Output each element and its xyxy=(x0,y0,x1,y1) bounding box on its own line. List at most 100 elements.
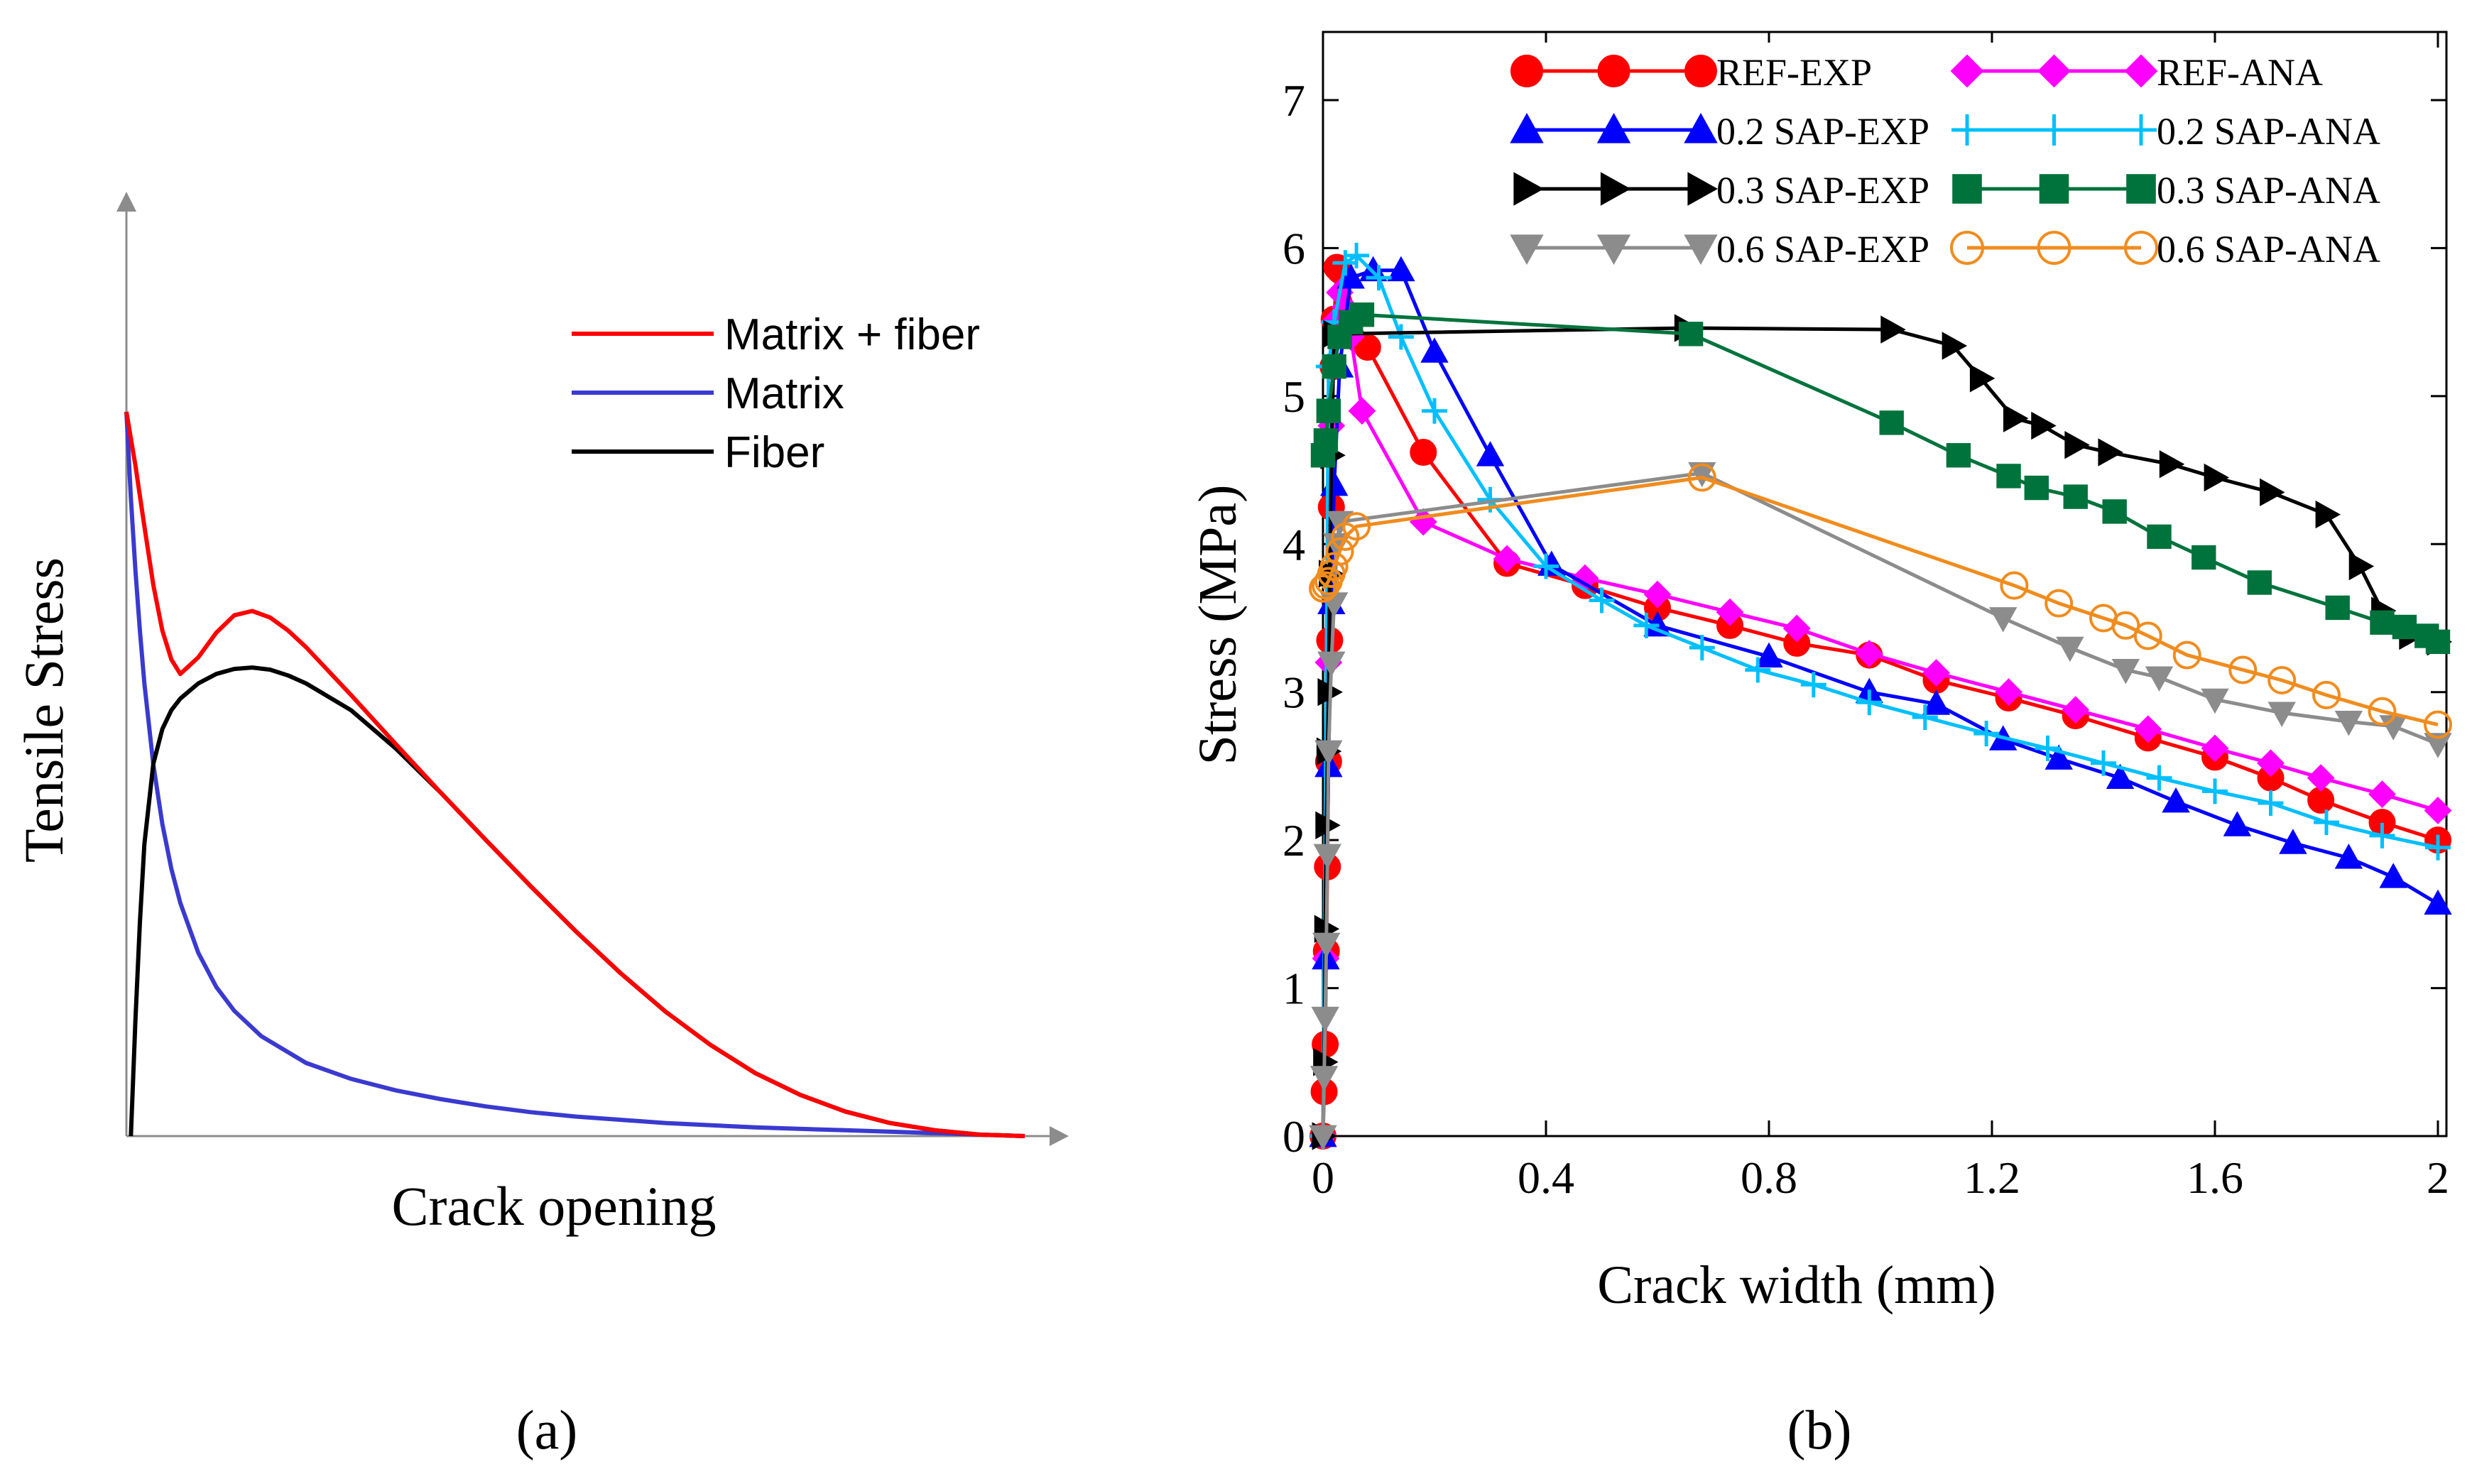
panel-b-point-ref-ana xyxy=(2257,749,2285,778)
panel-b-legend-entry-ref-ana: REF-ANA xyxy=(1950,51,2323,94)
panel-b-point-0-2-sap-ana xyxy=(2146,765,2172,791)
panel-b-point-ref-ana xyxy=(2368,780,2396,808)
panel-b-x-tick-label: 0.4 xyxy=(1518,1152,1574,1203)
panel-b-point-0-2-sap-ana xyxy=(1388,324,1414,350)
panel-a-line-matrix xyxy=(124,411,1025,1138)
panel-a-line-fiber xyxy=(129,665,1025,1138)
panel-b-y-tick-label: 0 xyxy=(1283,1111,1305,1162)
panel-a-legend-label-fiber: Fiber xyxy=(724,428,824,477)
panel-b-legend-marker-0-2-sap-exp xyxy=(1596,112,1631,143)
panel-b-legend-marker-0-3-sap-ana xyxy=(2126,174,2156,204)
panel-b-legend-entry-0-2-sap-exp: 0.2 SAP-EXP xyxy=(1510,110,1929,153)
panel-b-series-0-2-sap-ana xyxy=(1310,242,2451,1149)
panel-b-point-0-3-sap-ana xyxy=(1316,398,1341,423)
panel-b-point-0-3-sap-exp xyxy=(1942,332,1968,360)
panel-a-y-axis-label: Tensile Stress xyxy=(13,557,75,863)
panel-b-point-0-6-sap-ana xyxy=(1325,537,1354,566)
panel-b-point-0-3-sap-ana xyxy=(2325,595,2350,621)
panel-b-legend-marker-ref-exp xyxy=(1597,55,1630,87)
panel-b-x-tick-label: 0 xyxy=(1312,1152,1334,1203)
panel-b-point-0-2-sap-exp xyxy=(2379,863,2407,888)
panel-b-point-0-6-sap-ana xyxy=(2000,571,2029,600)
panel-b-point-0-2-sap-exp xyxy=(1476,441,1505,467)
panel-b-point-0-2-sap-ana xyxy=(2258,790,2284,817)
panel-b-y-tick-label: 6 xyxy=(1283,223,1305,273)
panel-b-legend-entry-0-6-sap-exp: 0.6 SAP-EXP xyxy=(1510,228,1929,271)
panel-b-legend: REF-EXP REF-ANA 0.2 SAP-EXP 0.2 SAP-ANA 0.3 … xyxy=(1491,43,2422,271)
panel-b-point-0-3-sap-ana xyxy=(1349,302,1375,327)
panel-a-x-arrowhead xyxy=(1050,1126,1069,1146)
panel-b-point-0-3-sap-ana xyxy=(1946,443,1971,468)
panel-b-legend-label-0-6-sap-ana: 0.6 SAP-ANA xyxy=(2157,228,2380,271)
panel-b-point-ref-ana xyxy=(1493,545,1521,573)
panel-b-legend-entry-0-6-sap-ana: 0.6 SAP-ANA xyxy=(1950,228,2380,271)
panel-b-legend-label-0-3-sap-exp: 0.3 SAP-EXP xyxy=(1716,169,1929,212)
panel-b-point-0-2-sap-ana xyxy=(2425,834,2451,861)
panel-b-point-0-2-sap-exp xyxy=(1755,642,1783,668)
panel-b-point-ref-exp xyxy=(1410,439,1437,467)
panel-b-point-0-2-sap-ana xyxy=(1533,553,1559,579)
panel-b-point-0-3-sap-ana xyxy=(2102,499,2127,524)
panel-b-point-0-6-sap-exp xyxy=(1309,1125,1337,1151)
panel-b-point-0-3-sap-ana xyxy=(2425,629,2451,655)
panel-b-y-tick-label: 4 xyxy=(1283,519,1305,569)
panel-b-point-0-3-sap-exp xyxy=(2098,438,2123,467)
panel-b-point-ref-ana xyxy=(1716,598,1744,626)
panel-b-legend-entry-ref-exp: REF-EXP xyxy=(1510,51,1872,94)
panel-b-y-axis-label: Stress (MPa) xyxy=(1188,485,1248,765)
panel-b-legend-marker-0-2-sap-ana xyxy=(2125,114,2157,146)
panel-b-legend-marker-0-3-sap-ana xyxy=(2039,174,2069,204)
panel-b-point-0-6-sap-exp xyxy=(1314,740,1343,766)
panel-b-legend-marker-0-6-sap-exp xyxy=(1684,234,1718,266)
panel-b-point-0-2-sap-exp xyxy=(1320,470,1349,496)
panel-b-point-0-2-sap-exp xyxy=(2044,744,2073,770)
panel-b-point-0-2-sap-ana xyxy=(1589,587,1615,613)
panel-b-legend-marker-ref-ana xyxy=(2037,54,2071,88)
panel-b-point-0-6-sap-exp xyxy=(2424,733,2452,758)
panel-b-point-0-6-sap-ana xyxy=(2044,589,2074,618)
panel-b-point-0-6-sap-ana xyxy=(2368,697,2397,726)
panel-b-y-tick-label: 5 xyxy=(1283,371,1305,422)
panel-b-point-0-3-sap-ana xyxy=(2063,484,2088,509)
panel-b-legend-background xyxy=(1491,43,2422,266)
panel-b-legend-marker-0-3-sap-exp xyxy=(1687,172,1719,206)
panel-a-x-axis-label: Crack opening xyxy=(391,1175,716,1237)
panel-b-legend-marker-0-3-sap-exp xyxy=(1513,172,1545,206)
panel-b-legend-label-0-2-sap-ana: 0.2 SAP-ANA xyxy=(2157,110,2380,153)
panel-b-legend-marker-0-2-sap-ana xyxy=(2038,114,2070,146)
panel-b-legend-marker-ref-ana xyxy=(2124,54,2158,88)
panel-b-point-ref-ana xyxy=(2424,797,2452,824)
panel-b-line-0-3-sap-ana xyxy=(1321,312,2439,644)
panel-b-line-0-6-sap-ana xyxy=(1322,476,2439,727)
panel-b-point-0-6-sap-exp xyxy=(1313,844,1341,870)
panel-b-y-tick-label: 2 xyxy=(1283,815,1305,866)
panel-b-legend-marker-0-6-sap-ana xyxy=(2124,231,2158,265)
panel-b-series-0-3-sap-ana xyxy=(1310,302,2451,655)
panel-b-point-0-3-sap-ana xyxy=(1996,464,2021,489)
panel-b-label: (b) xyxy=(1787,1399,1852,1461)
panel-a-y-arrowhead xyxy=(116,192,136,212)
panel-b-legend-marker-0-3-sap-exp xyxy=(1600,172,1631,206)
panel-b-point-0-2-sap-exp xyxy=(1387,256,1415,282)
panel-b-point-0-2-sap-ana xyxy=(2202,778,2228,804)
panel-b-point-0-6-sap-ana xyxy=(2133,621,2162,650)
panel-b-point-0-6-sap-exp xyxy=(1309,1066,1339,1091)
panel-b-point-0-2-sap-ana xyxy=(1422,398,1447,424)
panel-a-label: (a) xyxy=(516,1399,578,1461)
panel-b-point-0-3-sap-ana xyxy=(2247,570,2272,595)
panel-b-legend-label-0-6-sap-exp: 0.6 SAP-EXP xyxy=(1716,228,1929,271)
panel-b-legend-label-0-2-sap-exp: 0.2 SAP-EXP xyxy=(1716,110,1929,153)
panel-b-line-0-6-sap-exp xyxy=(1321,471,2439,1137)
panel-b-legend-marker-0-2-sap-exp xyxy=(1684,112,1718,143)
panel-b-point-0-6-sap-ana xyxy=(2172,640,2201,670)
panel-b-chart: 0 1 2 3 4 5 6 7 0 0.4 0.8 1.2 1.6 2 REF-EXP REF-ANA 0.2… xyxy=(1188,31,2453,1461)
panel-b-point-ref-ana xyxy=(1782,614,1811,643)
panel-a-axes xyxy=(116,192,1069,1146)
panel-b-point-0-3-sap-ana xyxy=(1322,354,1346,379)
panel-b-point-0-2-sap-ana xyxy=(2035,735,2061,761)
panel-b-point-0-6-sap-exp xyxy=(2145,666,2174,692)
panel-b-point-ref-ana xyxy=(2201,734,2229,763)
panel-b-legend-marker-ref-exp xyxy=(1684,55,1717,87)
panel-b-point-0-3-sap-exp xyxy=(1969,364,1995,393)
